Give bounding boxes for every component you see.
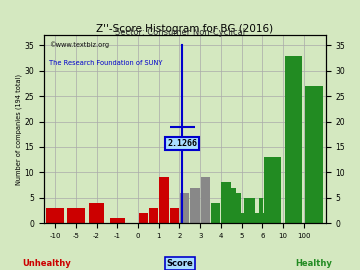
Bar xyxy=(305,86,323,223)
Title: Z''-Score Histogram for BG (2016): Z''-Score Histogram for BG (2016) xyxy=(96,25,273,35)
Bar xyxy=(249,198,255,223)
Text: 2.1266: 2.1266 xyxy=(167,139,197,148)
Bar xyxy=(89,203,104,223)
Bar xyxy=(211,203,220,223)
Bar xyxy=(230,188,237,223)
Bar xyxy=(180,193,189,223)
Text: Score: Score xyxy=(167,259,193,268)
Bar xyxy=(159,177,168,223)
Bar xyxy=(258,198,263,223)
Bar xyxy=(221,183,231,223)
Bar xyxy=(264,157,282,223)
Bar xyxy=(244,198,249,223)
Text: The Research Foundation of SUNY: The Research Foundation of SUNY xyxy=(49,60,163,66)
Bar xyxy=(170,208,179,223)
Bar xyxy=(139,213,148,223)
Bar xyxy=(149,208,158,223)
Bar xyxy=(190,188,200,223)
Bar xyxy=(241,213,246,223)
Text: ©www.textbiz.org: ©www.textbiz.org xyxy=(49,41,109,48)
Bar xyxy=(110,218,125,223)
Bar xyxy=(211,203,220,223)
Bar xyxy=(46,208,64,223)
Bar xyxy=(67,208,85,223)
Text: Sector: Consumer Non-Cyclical: Sector: Consumer Non-Cyclical xyxy=(115,28,245,37)
Text: Healthy: Healthy xyxy=(295,259,332,268)
Bar xyxy=(235,193,241,223)
Y-axis label: Number of companies (194 total): Number of companies (194 total) xyxy=(15,74,22,185)
Bar xyxy=(285,56,302,223)
Text: Unhealthy: Unhealthy xyxy=(22,259,71,268)
Bar xyxy=(201,177,210,223)
Bar xyxy=(255,213,259,223)
Bar xyxy=(264,213,267,223)
